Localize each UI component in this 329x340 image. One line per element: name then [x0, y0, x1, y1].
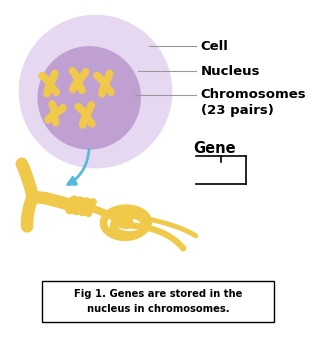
- Text: Cell: Cell: [201, 39, 228, 53]
- Text: (23 pairs): (23 pairs): [201, 104, 273, 117]
- FancyArrowPatch shape: [68, 149, 89, 185]
- FancyBboxPatch shape: [42, 282, 274, 322]
- Text: Chromosomes: Chromosomes: [201, 88, 306, 101]
- Circle shape: [19, 15, 172, 168]
- Text: Gene: Gene: [193, 140, 236, 155]
- Circle shape: [38, 46, 141, 150]
- Text: Fig 1. Genes are stored in the
nucleus in chromosomes.: Fig 1. Genes are stored in the nucleus i…: [74, 289, 242, 314]
- Text: Nucleus: Nucleus: [201, 65, 260, 78]
